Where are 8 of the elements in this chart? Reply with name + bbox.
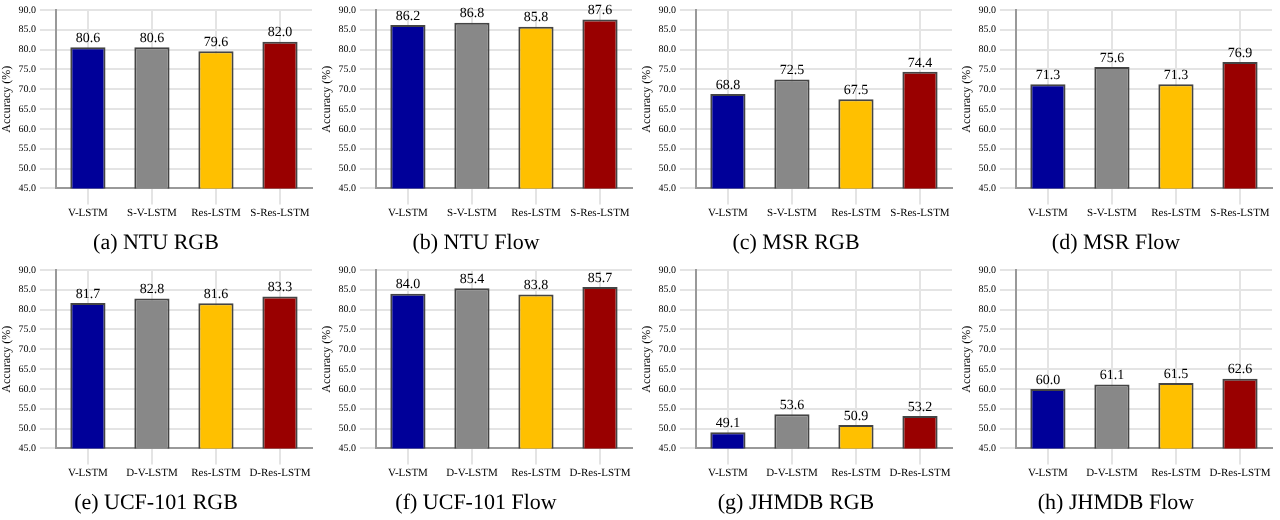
text: (c) MSR RGB [732, 230, 860, 255]
text: (d) MSR Flow [1051, 230, 1181, 255]
text: (h) JHMDB Flow [1037, 490, 1195, 515]
text: (a) NTU RGB [93, 230, 219, 255]
text: (f) UCF-101 Flow [395, 490, 557, 515]
text: (g) JHMDB RGB [717, 490, 875, 515]
text: (b) NTU Flow [412, 230, 540, 255]
text: (e) UCF-101 RGB [74, 490, 238, 515]
